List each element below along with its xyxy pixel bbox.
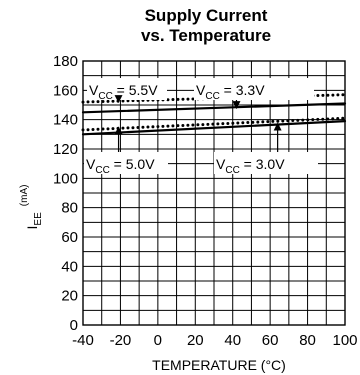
chart-title-line-2: vs. Temperature bbox=[141, 26, 271, 45]
tick-labels: -40 -20 0 20 40 60 80 100 0 20 40 60 80 100 120 140 160 1… bbox=[53, 53, 358, 349]
annotation-box bbox=[214, 152, 318, 174]
y-axis-label-main: I bbox=[24, 226, 40, 230]
annotation-value: = 5.5V bbox=[113, 82, 158, 98]
y-tick-label: 20 bbox=[61, 288, 78, 305]
annotation-value: = 5.0V bbox=[110, 156, 155, 172]
annotation-value: = 3.3V bbox=[220, 82, 265, 98]
x-tick-label: -20 bbox=[110, 332, 132, 349]
annotation-sub: CC bbox=[95, 165, 109, 176]
annotation-label: VCC = 3.3V bbox=[196, 82, 265, 102]
x-tick-label: 80 bbox=[299, 332, 316, 349]
annotation-v: V bbox=[89, 82, 99, 98]
series-line bbox=[81, 102, 347, 114]
y-axis-label-sub: EE bbox=[33, 212, 44, 226]
y-tick-label: 140 bbox=[53, 112, 78, 129]
annotation-sub: CC bbox=[225, 165, 239, 176]
y-tick-label: 0 bbox=[70, 317, 78, 334]
y-axis-label-unit: (mA) bbox=[19, 185, 30, 207]
annotation-box bbox=[87, 78, 167, 100]
x-tick-label: 40 bbox=[224, 332, 241, 349]
x-tick-label: 0 bbox=[154, 332, 162, 349]
annotation-sub: CC bbox=[205, 91, 219, 102]
y-tick-label: 160 bbox=[53, 82, 78, 99]
y-tick-label: 60 bbox=[61, 229, 78, 246]
annotation-value: = 3.0V bbox=[240, 156, 285, 172]
series-line bbox=[81, 116, 347, 132]
chart-title-line-1: Supply Current bbox=[145, 6, 268, 25]
annotation-v: V bbox=[196, 82, 206, 98]
annotation-box bbox=[84, 152, 168, 174]
y-tick-label: 120 bbox=[53, 141, 78, 158]
y-tick-label: 180 bbox=[53, 53, 78, 70]
plot-frame bbox=[82, 60, 346, 326]
y-tick-label: 80 bbox=[61, 200, 78, 217]
y-tick-label: 40 bbox=[61, 258, 78, 275]
annotation-label: VCC = 5.5V bbox=[89, 82, 158, 102]
x-tick-label: 20 bbox=[187, 332, 204, 349]
svg-text:IEE(mA): IEE(mA) bbox=[19, 185, 44, 230]
x-tick-label: 100 bbox=[332, 332, 357, 349]
annotation-v: V bbox=[86, 156, 96, 172]
annotation-label: VCC = 3.0V bbox=[216, 156, 285, 176]
annotation-v: V bbox=[216, 156, 226, 172]
y-axis-label: IEE(mA) bbox=[19, 185, 44, 230]
x-tick-label: -40 bbox=[72, 332, 94, 349]
y-tick-label: 100 bbox=[53, 170, 78, 187]
x-tick-label: 60 bbox=[262, 332, 279, 349]
annotation-label: VCC = 5.0V bbox=[86, 156, 155, 176]
x-axis-label: TEMPERATURE (°C) bbox=[152, 357, 286, 373]
annotation-sub: CC bbox=[98, 91, 112, 102]
annotation-box bbox=[194, 78, 314, 100]
series-line bbox=[81, 120, 347, 136]
